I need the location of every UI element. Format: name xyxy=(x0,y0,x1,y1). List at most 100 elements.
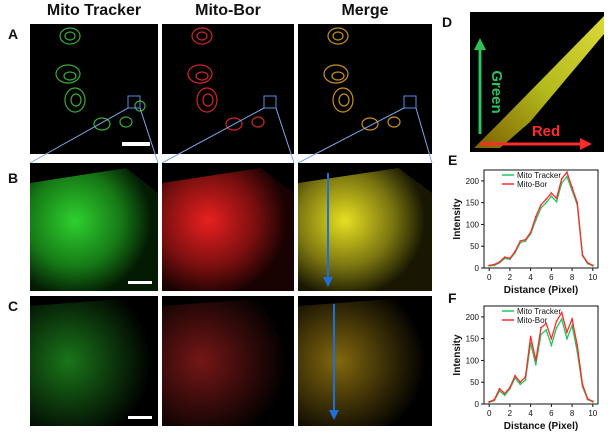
data-point xyxy=(591,400,594,403)
data-point xyxy=(529,335,532,338)
data-point xyxy=(555,326,558,329)
data-point xyxy=(560,311,563,314)
x-tick-label: 0 xyxy=(487,409,492,418)
data-point xyxy=(524,238,527,241)
x-axis-label: Distance (Pixel) xyxy=(504,285,578,296)
legend-label: Mito-Bor xyxy=(517,180,548,189)
panel-letter-b: B xyxy=(8,170,19,186)
panel-letter-f: F xyxy=(448,290,457,306)
data-point xyxy=(576,201,579,204)
y-tick-label: 0 xyxy=(475,264,480,273)
column-title-merge: Merge xyxy=(341,2,389,19)
tile-c-mito-bor xyxy=(162,296,294,426)
panel-letter-e: E xyxy=(448,152,458,168)
column-title-mito-bor: Mito-Bor xyxy=(195,2,261,19)
y-tick-label: 0 xyxy=(475,400,480,409)
y-tick-label: 150 xyxy=(466,335,480,344)
data-point xyxy=(534,359,537,362)
x-tick-label: 4 xyxy=(528,409,533,418)
data-point xyxy=(540,203,542,206)
data-point xyxy=(571,186,573,189)
data-point xyxy=(519,383,522,386)
colocalization-scatter: Green Red xyxy=(470,12,604,152)
series-line-mito-tracker xyxy=(489,175,594,267)
data-point xyxy=(493,398,496,401)
tile-c-mito-tracker xyxy=(30,296,158,426)
x-axis-label: Distance (Pixel) xyxy=(504,421,578,432)
x-tick-label: 8 xyxy=(570,273,575,282)
data-point xyxy=(534,363,537,366)
data-point xyxy=(514,374,516,377)
y-tick-label: 50 xyxy=(470,378,479,387)
data-point xyxy=(488,264,491,267)
data-point xyxy=(498,261,501,263)
y-axis-label: Intensity xyxy=(452,198,463,240)
y-tick-label: 150 xyxy=(466,199,480,208)
y-axis-label: Intensity xyxy=(452,334,463,376)
data-point xyxy=(550,344,553,347)
data-point xyxy=(524,376,527,378)
data-point xyxy=(545,198,548,201)
data-point xyxy=(534,215,537,218)
tile-a-mito-tracker xyxy=(30,24,158,154)
data-point xyxy=(566,175,568,178)
column-title-mito-tracker: Mito Tracker xyxy=(46,2,142,19)
data-point xyxy=(550,337,553,340)
y-tick-label: 100 xyxy=(466,220,480,229)
tile-a-merge xyxy=(298,24,432,154)
data-point xyxy=(581,254,584,256)
data-point xyxy=(566,331,568,334)
data-point xyxy=(545,329,548,331)
plot-frame xyxy=(483,305,599,405)
data-point xyxy=(524,240,527,242)
x-tick-label: 4 xyxy=(528,273,533,282)
x-tick-label: 10 xyxy=(588,409,597,418)
data-point xyxy=(540,326,542,329)
data-point xyxy=(529,231,532,234)
data-point xyxy=(550,192,553,194)
data-point xyxy=(509,257,511,260)
data-point xyxy=(560,318,563,320)
scatter-red-label: Red xyxy=(532,123,560,140)
data-point xyxy=(498,387,501,390)
data-point xyxy=(555,197,558,200)
x-tick-label: 2 xyxy=(508,273,513,282)
x-tick-label: 10 xyxy=(588,273,597,282)
y-tick-label: 100 xyxy=(466,356,480,365)
y-tick-label: 200 xyxy=(466,177,480,186)
data-point xyxy=(503,394,506,397)
series-line-mito-bor xyxy=(488,310,594,403)
data-point xyxy=(503,392,506,395)
plot-frame xyxy=(483,169,599,269)
tile-c-merge xyxy=(298,296,432,426)
legend-label: Mito Tracker xyxy=(517,171,561,180)
x-tick-label: 6 xyxy=(549,409,554,418)
data-point xyxy=(519,240,522,242)
data-point xyxy=(514,250,516,253)
data-point xyxy=(524,379,527,381)
y-tick-label: 50 xyxy=(470,242,479,251)
data-point xyxy=(503,256,506,259)
data-point xyxy=(493,263,496,266)
data-point xyxy=(555,200,558,203)
intensity-profile-chart-e: 0 50 100 150 200 0 2 4 6 8 10 Distance (Pixel) Inten… xyxy=(452,169,599,296)
x-tick-label: 6 xyxy=(549,273,554,282)
scatter-green-label: Green xyxy=(488,70,505,113)
tile-b-mito-tracker xyxy=(30,163,158,291)
data-point xyxy=(545,322,548,325)
data-point xyxy=(571,324,573,327)
panel-letter-c: C xyxy=(8,298,19,314)
panel-letter-a: A xyxy=(8,26,19,42)
data-point xyxy=(519,381,522,384)
data-point xyxy=(566,171,568,174)
data-point xyxy=(509,386,511,389)
panel-letter-d: D xyxy=(442,14,453,30)
data-point xyxy=(586,261,589,264)
data-point xyxy=(571,318,573,320)
x-tick-label: 8 xyxy=(570,409,575,418)
tile-b-mito-bor xyxy=(162,163,294,291)
data-point xyxy=(555,320,558,323)
data-point xyxy=(576,344,579,347)
intensity-profile-chart-f: 0 50 100 150 200 0 2 4 6 8 10 Distance (Pixel) Inten… xyxy=(452,305,599,432)
data-point xyxy=(560,177,563,180)
